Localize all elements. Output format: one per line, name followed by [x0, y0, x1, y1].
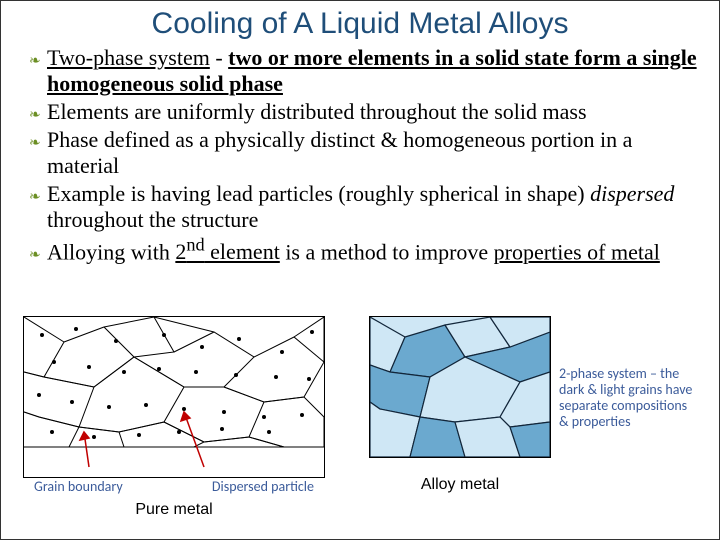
- figure-left-labels: Grain boundary Dispersed particle: [24, 478, 324, 495]
- figure-right-side-label: 2-phase system – the dark & light grains…: [559, 366, 699, 430]
- bullet-3: Phase defined as a physically distinct &…: [29, 127, 697, 179]
- bullet-5-b: 2nd element: [175, 239, 279, 264]
- slide: Cooling of A Liquid Metal Alloys Two-pha…: [0, 0, 720, 540]
- bullet-4-b: dispersed: [590, 181, 674, 206]
- bullet-5-a: Alloying with: [47, 239, 175, 264]
- bullet-5-d: properties of metal: [494, 239, 660, 264]
- bullet-4-c: throughout the structure: [47, 207, 258, 232]
- bullet-5-b3: element: [205, 239, 280, 264]
- figure-right-wrap: Alloy metal 2-phase system – the dark & …: [369, 316, 699, 519]
- figures-row: Grain boundary Dispersed particle Pure m…: [1, 316, 720, 519]
- bullet-5-b2: nd: [186, 235, 204, 255]
- figure-right-caption: Alloy metal: [421, 476, 499, 494]
- figure-left-box: [23, 316, 325, 478]
- bullet-5: Alloying with 2nd element is a method to…: [29, 235, 697, 265]
- dispersed-particle-label: Dispersed particle: [212, 478, 314, 495]
- bullet-4: Example is having lead particles (roughl…: [29, 181, 697, 233]
- figure-right-col: Alloy metal: [369, 316, 551, 494]
- grain-boundary-label: Grain boundary: [34, 478, 123, 495]
- pure-metal-diagram: [24, 317, 324, 477]
- slide-title: Cooling of A Liquid Metal Alloys: [1, 7, 719, 41]
- bullet-5-b1: 2: [175, 239, 186, 264]
- bullet-1: Two-phase system - two or more elements …: [29, 45, 697, 97]
- figure-left-col: Grain boundary Dispersed particle Pure m…: [23, 316, 325, 519]
- bullet-5-c: is a method to improve: [280, 239, 494, 264]
- bullet-list: Two-phase system - two or more elements …: [1, 45, 719, 265]
- figure-left-caption: Pure metal: [135, 501, 212, 519]
- bullet-1-b: -: [210, 45, 228, 70]
- bullet-1-a: Two-phase system: [47, 45, 210, 70]
- bullet-4-a: Example is having lead particles (roughl…: [47, 181, 590, 206]
- alloy-metal-diagram: [370, 317, 550, 457]
- bullet-2: Elements are uniformly distributed throu…: [29, 99, 697, 125]
- figure-right-box: [369, 316, 551, 458]
